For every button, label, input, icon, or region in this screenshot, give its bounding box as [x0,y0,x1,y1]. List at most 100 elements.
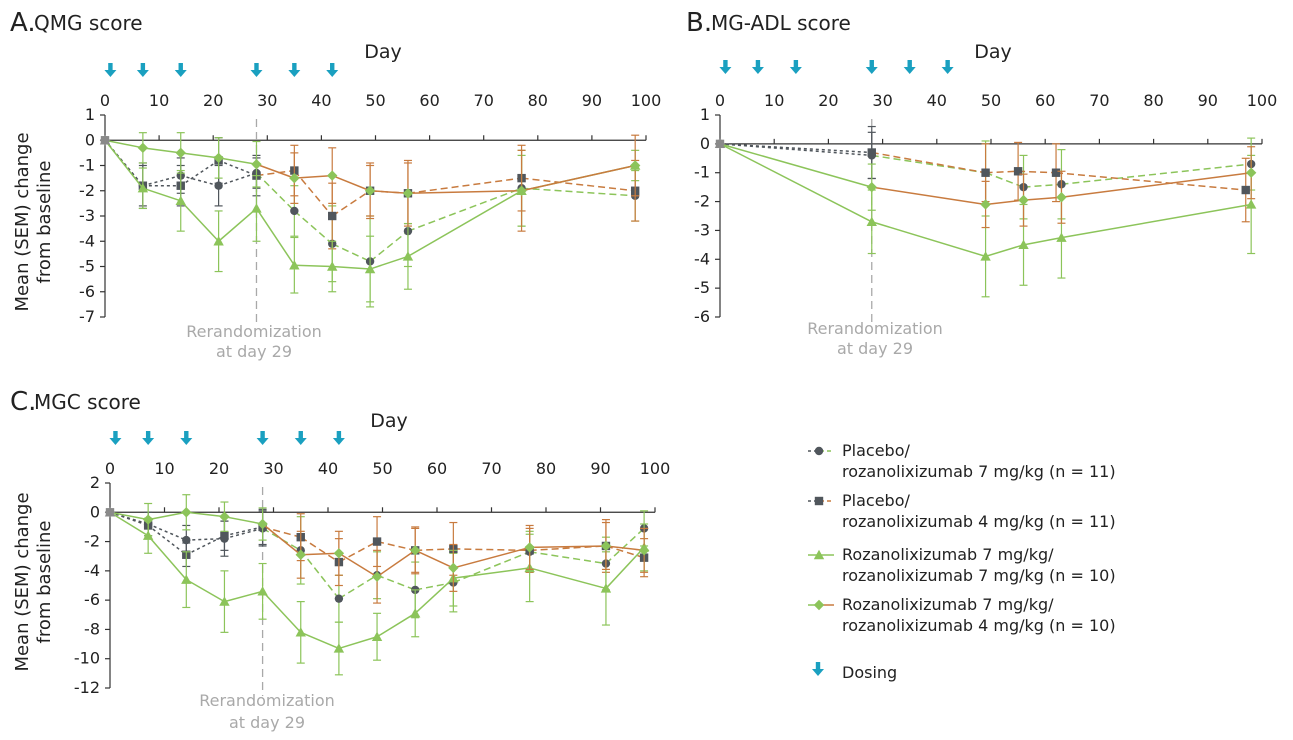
series-line-segment [407,187,522,232]
series-line-segment [185,578,225,603]
x-tick-label: 0 [100,91,110,110]
series-line-segment [331,243,371,263]
x-tick-label: 40 [311,91,331,110]
x-tick-label: 30 [263,459,283,478]
data-point [1018,239,1029,250]
dosing-arrow-head [250,70,263,77]
y-tick-label: 2 [90,473,100,492]
data-point [1056,232,1067,242]
x-tick-label: 60 [427,459,447,478]
series-line-segment [529,545,606,549]
series-line-segment [147,524,187,556]
x-tick-label: 100 [640,459,671,478]
dosing-arrow-head [903,67,916,74]
legend-marker [814,446,824,456]
series-diamond [714,138,1257,229]
y-tick-label: 0 [90,502,100,521]
panel-c: C. MGC score Day Mean (SEM) change from … [10,387,670,732]
data-point [371,631,383,641]
series-line-segment [529,545,606,552]
data-point [327,170,338,181]
dosing-arrow-shaft [945,60,950,68]
series-line-segment [605,545,645,552]
dosing-arrow-head [109,438,122,445]
y-tick-label: -7 [79,307,95,326]
series-line-segment [985,172,1024,188]
series-line-segment [605,546,645,589]
series-line-segment [338,540,378,563]
data-point [257,518,268,530]
legend-item-4-line1: Rozanolixizumab 7 mg/kg/ [842,595,1054,614]
x-tick-label: 40 [318,459,338,478]
data-point [866,216,877,226]
x-tick-label: 30 [872,91,892,110]
series-line-segment [453,551,530,584]
dosing-arrow-icon [719,60,732,74]
data-point [137,142,149,154]
data-point [402,251,414,261]
dosing-arrow-shaft [108,63,113,71]
x-tick-label: 10 [154,459,174,478]
series-line-segment [871,154,986,174]
y-tick-label: -2 [694,192,710,211]
data-point [295,627,306,637]
y-tick-label: -1 [79,156,95,175]
series-line-segment [255,208,295,266]
series-line-segment [142,174,181,187]
series-line-segment [180,159,220,187]
panel-a-title: QMG score [34,11,143,35]
series-line-segment [224,527,263,540]
x-tick-label: 70 [474,91,494,110]
dosing-arrow-shaft [815,662,821,670]
legend-item-2-line2: rozanolixizumab 4 mg/kg (n = 11) [842,512,1116,531]
dosing-arrow-head [812,669,824,676]
data-point [220,531,229,540]
series-line-segment [414,577,454,614]
legend-item-1-line1: Placebo/ [842,441,910,460]
y-tick-label: -2 [84,532,100,551]
data-point [410,545,421,556]
data-point [175,147,186,159]
data-point [182,535,191,545]
x-tick-label: 80 [1143,91,1163,110]
dosing-arrow-shaft [298,431,303,439]
panel-a-rerand-1: Rerandomization [186,322,322,341]
x-tick-label: 100 [1247,91,1278,110]
dosing-arrow-head [104,70,117,77]
data-point [980,251,991,261]
y-tick-label: -3 [694,220,710,239]
data-point [402,188,414,199]
x-tick-label: 20 [209,459,229,478]
data-point [213,236,224,246]
series-line-segment [376,549,416,578]
y-tick-label: 0 [85,130,95,149]
y-tick-label: -12 [74,678,100,697]
dosing-arrow-shaft [907,60,912,68]
dosing-arrow-shaft [755,60,761,68]
series-line-segment [529,567,607,590]
series-line-segment [369,255,409,270]
dosing-arrow-head [294,438,307,445]
series-line-segment [415,581,454,591]
data-point [1056,192,1067,203]
series-line-segment [1023,196,1062,201]
data-point [251,203,262,213]
data-point [364,263,376,274]
series-line-segment [529,551,607,565]
series-line-segment [1061,203,1252,239]
y-tick-label: -5 [694,278,710,297]
dosing-arrow-head [941,67,954,74]
series-line-segment [338,636,378,650]
legend-marker-square [808,496,834,506]
series-line-segment [147,535,187,581]
series-line-segment [256,169,295,177]
series-line-segment [407,190,522,195]
dosing-arrow-icon [256,431,269,445]
y-tick-label: -5 [79,257,95,276]
data-point [1051,168,1061,177]
dosing-arrow-shaft [292,63,297,71]
data-point [181,574,192,584]
legend-marker [814,496,824,506]
data-point [213,152,224,164]
series-line-segment [453,546,530,569]
